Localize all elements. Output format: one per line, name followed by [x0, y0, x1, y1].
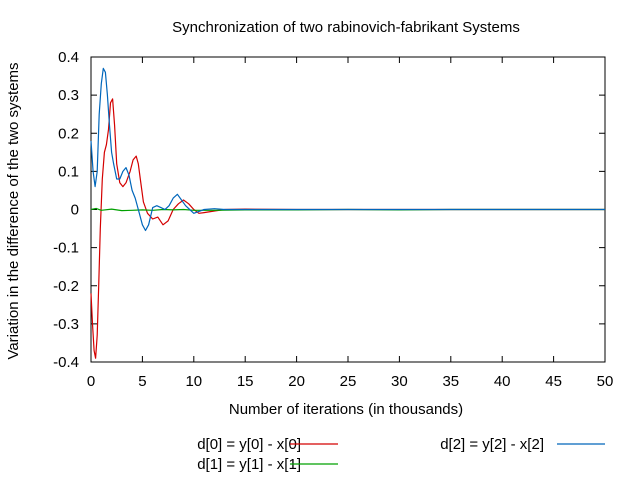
x-tick-label: 5 [138, 373, 146, 390]
series-line-2 [90, 67, 605, 232]
x-tick-label: 30 [391, 373, 408, 390]
legend: d[0] = y[0] - x[0] d[1] = y[1] - x[1] d[2]… [197, 436, 605, 473]
legend-label-1: d[1] = y[1] - x[1] [197, 456, 301, 473]
x-tick-label: 15 [237, 373, 254, 390]
y-tick-label: 0 [71, 202, 79, 219]
x-tick-label: 45 [545, 373, 562, 390]
x-tick-label: 50 [597, 373, 614, 390]
y-tick-label: 0.1 [58, 163, 79, 180]
y-tick-label: 0.3 [58, 87, 79, 104]
x-axis-ticks: 0 5 10 15 20 25 30 35 40 45 50 [87, 57, 614, 390]
x-tick-label: 35 [442, 373, 459, 390]
y-axis-label: Variation in the difference of the two s… [5, 62, 22, 359]
y-tick-label: 0.4 [58, 49, 79, 66]
chart-title: Synchronization of two rabinovich-fabrik… [172, 19, 520, 36]
x-axis-label: Number of iterations (in thousands) [229, 401, 463, 418]
x-tick-label: 10 [185, 373, 202, 390]
series-line-0 [90, 98, 605, 359]
y-tick-label: -0.4 [53, 354, 79, 371]
y-tick-label: -0.1 [53, 240, 79, 257]
x-tick-label: 40 [494, 373, 511, 390]
x-tick-label: 20 [288, 373, 305, 390]
series-lines [90, 67, 605, 359]
x-tick-label: 25 [340, 373, 357, 390]
legend-label-0: d[0] = y[0] - x[0] [197, 436, 301, 453]
y-axis-ticks: -0.4 -0.3 -0.2 -0.1 0 0.1 0.2 0.3 0.4 [53, 49, 605, 371]
y-tick-label: -0.2 [53, 278, 79, 295]
x-tick-label: 0 [87, 373, 95, 390]
y-tick-label: -0.3 [53, 316, 79, 333]
legend-label-2: d[2] = y[2] - x[2] [440, 436, 544, 453]
y-tick-label: 0.2 [58, 125, 79, 142]
